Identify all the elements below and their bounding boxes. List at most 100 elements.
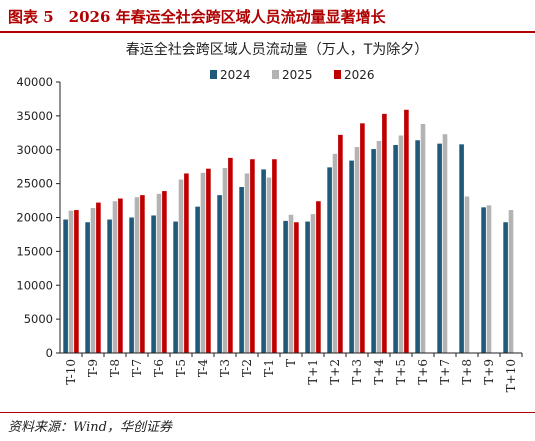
bar-2026-T [294, 222, 299, 353]
bar-2025-T+3 [354, 147, 360, 353]
x-tick-label: T+2 [328, 359, 342, 385]
x-tick-label: T-2 [240, 359, 254, 377]
bar-2024-T+10 [503, 222, 508, 353]
bar-2025-T+5 [398, 135, 404, 353]
x-tick-label: T+7 [438, 359, 452, 385]
x-tick-label: T-9 [86, 359, 100, 377]
y-tick-label: 0 [46, 346, 53, 360]
bar-2024-T-7 [129, 217, 134, 353]
x-tick-label: T+5 [394, 359, 408, 385]
bars [63, 109, 514, 353]
bar-2024-T-9 [85, 222, 90, 353]
bar-2024-T+9 [481, 207, 486, 353]
bar-2025-T-6 [156, 193, 162, 353]
bar-2025-T+6 [420, 124, 426, 353]
y-tick-label: 40000 [16, 75, 53, 89]
bar-2026-T+4 [382, 113, 387, 353]
x-tick-label: T-10 [64, 359, 78, 385]
x-tick-label: T+8 [460, 359, 474, 385]
x-tick-label: T+9 [482, 359, 496, 385]
bar-2026-T-9 [96, 202, 101, 353]
x-tick-label: T+1 [306, 359, 320, 385]
bar-2026-T-3 [228, 157, 233, 353]
bar-2025-T+8 [464, 196, 470, 353]
y-tick-label: 5000 [24, 312, 53, 326]
figure-title: 图表 5 2026 年春运全社会跨区域人员流动量显著增长 [8, 8, 386, 26]
bar-2025-T-2 [244, 173, 250, 353]
bar-2026-T-5 [184, 173, 189, 353]
bar-2024-T+5 [393, 145, 398, 353]
y-tick-label: 15000 [16, 244, 53, 258]
bar-2026-T+2 [338, 134, 343, 353]
bar-2024-T-10 [63, 219, 68, 353]
x-tick-label: T-6 [152, 359, 166, 377]
bar-2026-T+5 [404, 109, 409, 353]
bar-2025-T [288, 214, 294, 353]
bar-2025-T+4 [376, 140, 382, 353]
x-tick-label: T+4 [372, 359, 386, 385]
bar-2025-T+9 [486, 205, 492, 353]
y-tick-label: 35000 [16, 109, 53, 123]
bar-2025-T-5 [178, 179, 184, 353]
bar-chart: 春运全社会跨区域人员流动量（万人，T为除夕） 2024 2025 2026 0 500… [16, 41, 523, 392]
legend-label-2024: 2024 [220, 68, 251, 82]
bar-2024-T+4 [371, 149, 376, 353]
x-axis: T-10 T-9 T-8 T-7 T-6 T-5 T-4 T-3 T-2 T-1 T T+1 T+2 T+… [60, 352, 523, 392]
legend-swatch-2026 [334, 70, 341, 79]
y-tick-label: 20000 [16, 211, 53, 225]
bar-2024-T-3 [217, 195, 222, 353]
bar-2024-T-1 [261, 169, 266, 353]
x-tick-label: T-8 [108, 359, 122, 377]
bar-2025-T-9 [90, 208, 96, 353]
bar-2026-T-7 [140, 195, 145, 353]
x-tick-label: T [284, 359, 298, 367]
legend-label-2025: 2025 [282, 68, 313, 82]
bar-2025-T+2 [332, 153, 338, 353]
bar-2025-T-1 [266, 177, 272, 353]
x-tick-label: T-1 [262, 359, 276, 377]
x-tick-label: T-5 [174, 359, 188, 377]
bar-2025-T-3 [222, 168, 228, 353]
legend-swatch-2025 [272, 70, 279, 79]
x-tick-label: T-4 [196, 359, 210, 378]
bar-2024-T+2 [327, 167, 332, 353]
bar-2025-T-4 [200, 172, 206, 353]
bar-2026-T+1 [316, 201, 321, 353]
bar-2025-T-8 [112, 201, 118, 353]
bar-2024-T-5 [173, 221, 178, 353]
x-tick-label: T-7 [130, 359, 144, 377]
bar-2025-T+7 [442, 134, 448, 353]
bar-2024-T+1 [305, 221, 310, 353]
bar-2024-T-4 [195, 206, 200, 353]
bar-2025-T+10 [508, 210, 514, 353]
bar-2024-T-2 [239, 187, 244, 353]
bar-2024-T [283, 220, 288, 353]
y-axis: 0 5000 10000 15000 20000 25000 30000 35000 40000 [16, 75, 61, 360]
y-tick-label: 10000 [16, 278, 53, 292]
bar-2026-T-4 [206, 168, 211, 353]
figure-header: 图表 5 2026 年春运全社会跨区域人员流动量显著增长 [0, 0, 535, 34]
x-tick-label: T+10 [504, 359, 518, 392]
x-tick-label: T+3 [350, 359, 364, 385]
bar-2024-T+6 [415, 140, 420, 353]
bar-2025-T-10 [68, 210, 74, 353]
bar-2026-T+3 [360, 123, 365, 353]
bar-2025-T-7 [134, 197, 140, 353]
bar-2024-T+7 [437, 143, 442, 353]
bar-2024-T+3 [349, 160, 354, 353]
y-tick-label: 30000 [16, 143, 53, 157]
legend-swatch-2024 [210, 70, 217, 79]
x-tick-label: T-3 [218, 359, 232, 377]
bar-2024-T+8 [459, 144, 464, 353]
bar-2026-T-6 [162, 191, 167, 353]
bar-2026-T-1 [272, 159, 277, 353]
chart-title: 春运全社会跨区域人员流动量（万人，T为除夕） [126, 41, 429, 58]
header-rule [0, 31, 535, 33]
bar-2026-T-10 [74, 210, 79, 353]
x-tick-label: T+6 [416, 359, 430, 385]
bar-2024-T-6 [151, 215, 156, 353]
bar-2024-T-8 [107, 219, 112, 353]
bar-2026-T-2 [250, 159, 255, 353]
source-note: 资料来源：Wind，华创证券 [8, 420, 172, 435]
y-tick-label: 25000 [16, 177, 53, 191]
